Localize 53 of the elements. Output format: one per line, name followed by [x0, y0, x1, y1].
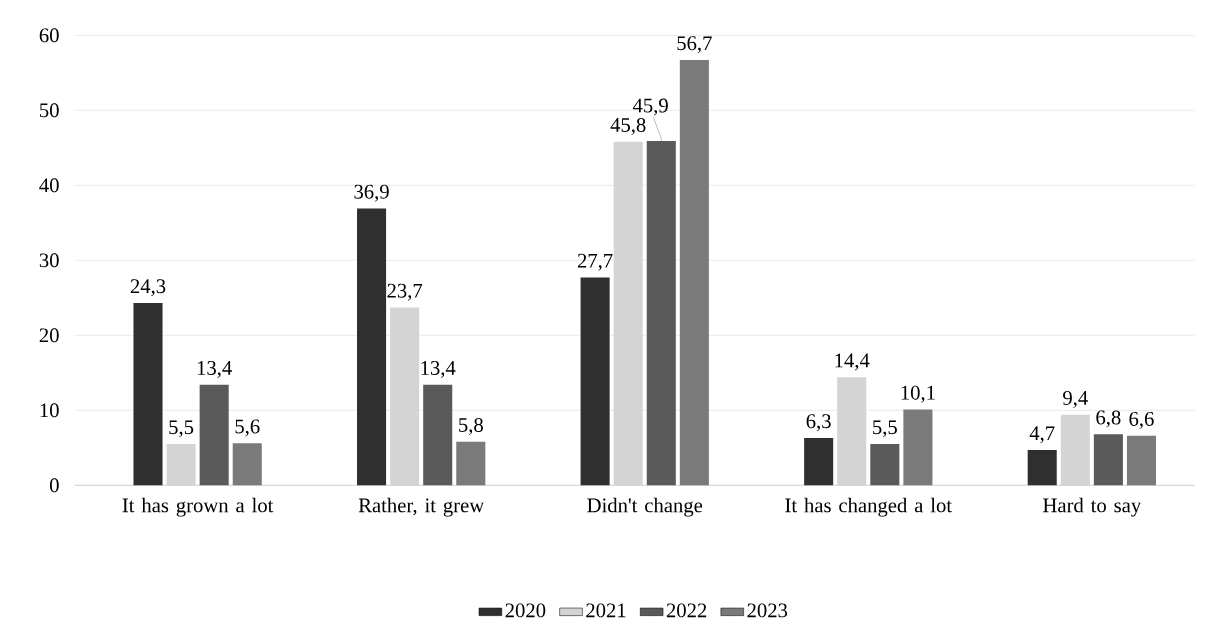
legend-label: 2022: [666, 603, 707, 618]
bar: [423, 384, 453, 486]
data-label: 6,8: [1096, 410, 1121, 428]
bar: [133, 303, 163, 486]
data-label: 56,7: [677, 36, 712, 54]
data-label: 13,4: [197, 361, 232, 378]
data-label: 5,5: [169, 420, 194, 438]
data-label: 13,4: [421, 361, 456, 378]
data-label: 14,4: [835, 353, 870, 371]
x-tick-label: It has grown a lot: [122, 497, 274, 517]
data-label: 5,5: [873, 420, 897, 438]
data-label: 45,8: [610, 117, 646, 135]
y-tick-label: 40: [39, 178, 59, 193]
data-label: 36,9: [354, 184, 389, 202]
bar: [232, 443, 262, 486]
legend-label: 2023: [747, 603, 788, 618]
y-tick-label: 10: [40, 403, 59, 418]
bar: [1060, 414, 1090, 486]
bar: [357, 208, 387, 486]
bar: [166, 444, 196, 486]
data-label: 24,3: [130, 279, 166, 297]
legend-label: 2020: [505, 603, 546, 618]
bar: [456, 441, 486, 486]
bar: [1126, 435, 1156, 486]
data-label: 4,7: [1029, 426, 1055, 444]
bar: [1027, 450, 1057, 486]
bar: [679, 60, 709, 486]
data-label: 6,3: [806, 414, 831, 432]
data-label: 45,9: [632, 98, 668, 116]
bar: [199, 384, 229, 486]
y-tick-label: 60: [39, 28, 59, 43]
x-tick-label: Didn't change: [587, 497, 703, 517]
bar: [903, 409, 933, 486]
data-label: 5,6: [235, 419, 260, 437]
bar: [1093, 434, 1123, 486]
data-label: 27,7: [577, 253, 613, 271]
bar: [646, 141, 676, 486]
y-tick-label: 0: [49, 478, 59, 493]
data-label: 10,1: [901, 385, 935, 403]
bar: [580, 277, 610, 486]
bar: [870, 444, 900, 486]
data-label: 9,4: [1063, 391, 1088, 408]
data-label: 5,8: [459, 417, 483, 435]
x-tick-label: It has changed a lot: [785, 497, 952, 517]
x-tick-label: Hard to say: [1043, 497, 1142, 517]
y-tick-label: 30: [39, 253, 59, 268]
legend-label: 2021: [586, 603, 626, 618]
y-tick-label: 20: [39, 328, 59, 343]
y-tick-label: 50: [40, 103, 59, 118]
data-label: 6,6: [1129, 412, 1154, 429]
bar: [804, 438, 834, 486]
data-label: 23,7: [387, 283, 423, 301]
x-tick-label: Rather, it grew: [358, 497, 485, 517]
